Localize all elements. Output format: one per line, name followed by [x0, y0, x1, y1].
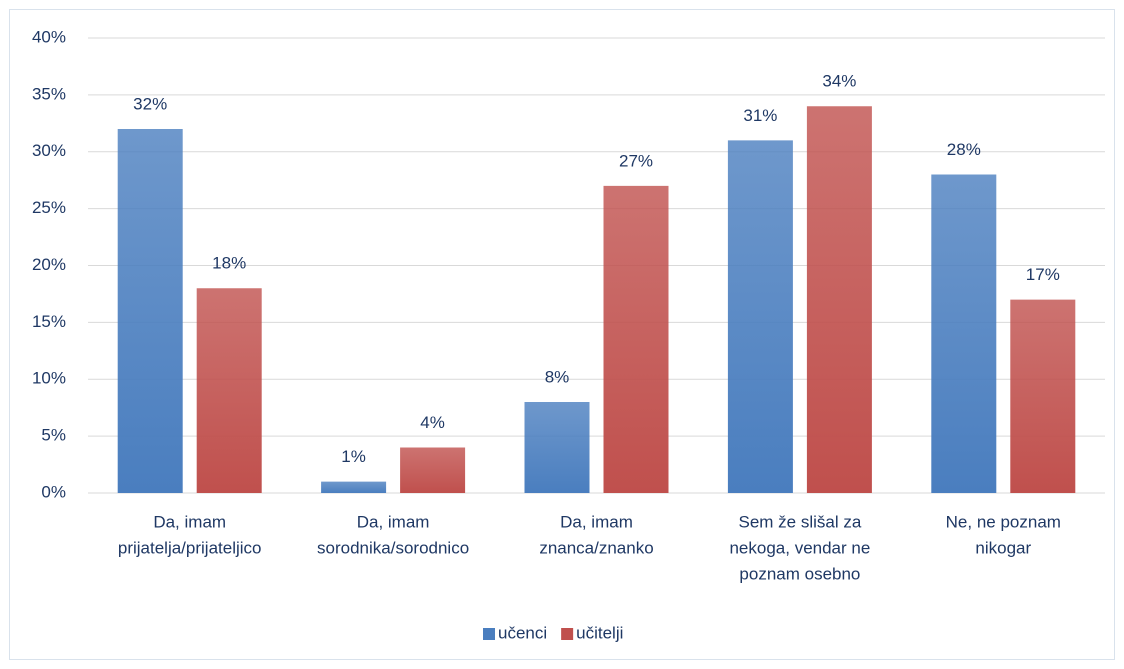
- y-tick-label: 10%: [32, 369, 66, 388]
- y-tick-label: 15%: [32, 312, 66, 331]
- y-tick-label: 20%: [32, 255, 66, 274]
- data-label: 1%: [341, 447, 366, 466]
- bar: [400, 447, 466, 493]
- y-tick-label: 5%: [41, 426, 66, 445]
- bar: [931, 174, 997, 493]
- x-tick-label: Sem že slišal za: [738, 512, 861, 531]
- bar: [321, 481, 387, 493]
- data-label: 17%: [1026, 265, 1060, 284]
- y-tick-label: 35%: [32, 84, 66, 103]
- x-tick-label: Ne, ne poznam: [946, 512, 1061, 531]
- bar: [196, 288, 262, 493]
- x-tick-label: nikogar: [975, 538, 1031, 557]
- x-tick-label: Da, imam: [560, 512, 633, 531]
- data-label: 4%: [420, 413, 445, 432]
- legend-label: učitelji: [576, 623, 623, 642]
- data-label: 31%: [743, 106, 777, 125]
- legend-swatch: [483, 628, 495, 640]
- bar: [727, 140, 793, 493]
- data-label: 8%: [545, 367, 570, 386]
- legend-swatch: [561, 628, 574, 640]
- x-tick-label: Da, imam: [357, 512, 430, 531]
- y-tick-label: 30%: [32, 141, 66, 160]
- bar: [524, 402, 590, 493]
- chart-frame: [9, 9, 1115, 660]
- y-tick-label: 0%: [41, 482, 66, 501]
- x-tick-label: prijatelja/prijateljico: [118, 538, 262, 557]
- bar: [1010, 299, 1076, 493]
- data-label: 27%: [619, 151, 653, 170]
- data-label: 28%: [947, 140, 981, 159]
- bar: [603, 185, 669, 493]
- x-tick-label: sorodnika/sorodnico: [317, 538, 469, 557]
- legend-label: učenci: [498, 623, 547, 642]
- bar: [117, 129, 183, 493]
- data-label: 34%: [822, 72, 856, 91]
- x-tick-label: znanca/znanko: [539, 538, 653, 557]
- y-tick-label: 40%: [32, 27, 66, 46]
- y-tick-label: 25%: [32, 198, 66, 217]
- x-tick-label: nekoga, vendar ne: [729, 538, 870, 557]
- x-tick-label: Da, imam: [153, 512, 226, 531]
- data-label: 18%: [212, 254, 246, 273]
- bar: [806, 106, 872, 493]
- data-label: 32%: [133, 94, 167, 113]
- x-tick-label: poznam osebno: [739, 564, 860, 583]
